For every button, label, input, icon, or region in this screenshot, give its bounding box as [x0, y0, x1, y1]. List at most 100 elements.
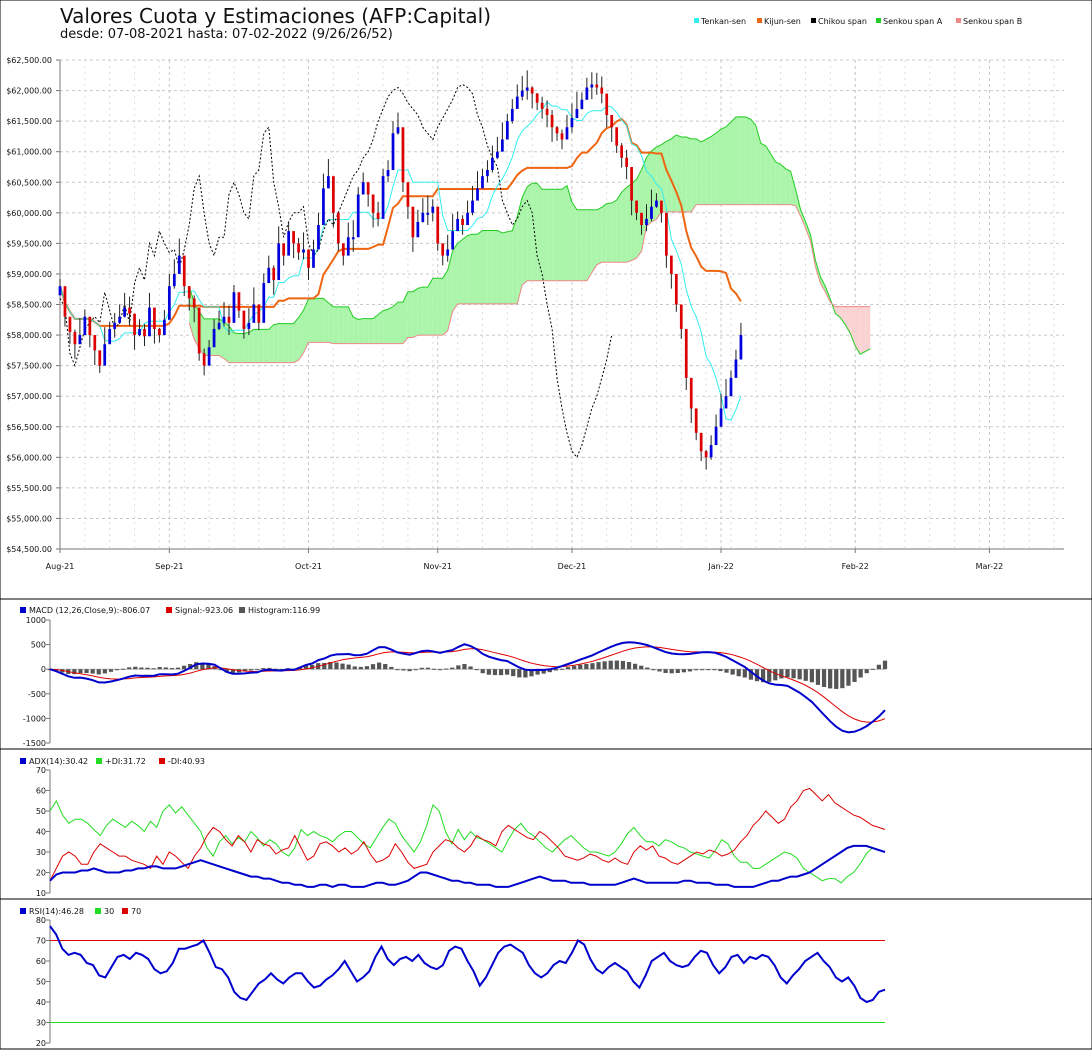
kumo-cloud-segment	[378, 310, 384, 344]
kumo-cloud-segment	[248, 329, 254, 363]
kumo-cloud-segment	[755, 125, 761, 205]
candle-body	[625, 157, 628, 167]
macd-histogram-bar	[803, 669, 808, 681]
macd-histogram-bar	[584, 663, 589, 670]
price-legend: Tenkan-sen Kijun-sen Chikou span Senkou spa…	[694, 17, 1022, 26]
kumo-cloud-segment	[522, 186, 528, 285]
candle-body	[103, 344, 107, 366]
candle-body	[98, 350, 102, 366]
candle-body	[610, 115, 614, 128]
rsi-line	[49, 925, 886, 1004]
kumo-cloud-segment	[308, 299, 314, 343]
macd-histogram-bar	[407, 669, 412, 672]
kumo-cloud-segment	[507, 230, 513, 304]
candle-body	[421, 212, 425, 222]
macd-histogram-bar	[620, 660, 626, 670]
macd-histogram-bar	[498, 669, 504, 676]
macd-histogram-bar	[651, 669, 656, 671]
candle-body	[714, 426, 718, 446]
x-tick-label: Feb-22	[842, 562, 869, 571]
macd-histogram-bar	[163, 667, 168, 670]
macd-histogram-bar	[608, 660, 613, 670]
candle-body	[63, 286, 67, 317]
candle-body	[192, 298, 196, 308]
legend-swatch	[956, 18, 961, 23]
macd-histogram-bar	[815, 669, 821, 685]
macd-histogram-bar	[419, 667, 424, 670]
candle-body	[287, 231, 291, 256]
senkou-span-a-line	[188, 116, 871, 355]
y-tick-label: 70	[36, 766, 46, 775]
candle-body	[660, 200, 663, 213]
candle-body	[227, 316, 231, 323]
candle-body	[426, 212, 430, 215]
candle-body	[655, 200, 658, 207]
macd-histogram-bar	[267, 667, 272, 670]
candle-body	[471, 200, 474, 213]
legend-swatch	[876, 18, 881, 23]
kumo-cloud-segment	[293, 317, 299, 363]
macd-histogram-bar	[383, 664, 388, 670]
kumo-cloud-segment	[760, 143, 766, 205]
macd-histogram-bar	[188, 663, 193, 670]
x-tick-label: Aug-21	[46, 562, 75, 571]
candle-body	[317, 225, 320, 250]
kumo-cloud-segment	[383, 309, 388, 344]
macd-histogram-bar	[492, 669, 498, 676]
kumo-cloud-segment	[621, 187, 627, 263]
kumo-cloud-segment	[487, 230, 493, 304]
kumo-cloud-segment	[562, 185, 567, 281]
macd-histogram-bar	[529, 669, 534, 677]
kumo-cloud-segment	[348, 306, 354, 344]
candle-body	[118, 316, 122, 323]
candle-body	[302, 249, 305, 253]
candle-body	[416, 221, 420, 238]
macd-histogram-bar	[779, 669, 784, 679]
candle-body	[381, 176, 385, 219]
y-tick-label: $59,500.00	[6, 239, 52, 248]
kumo-cloud-segment	[273, 323, 279, 363]
candle-body	[496, 151, 499, 158]
macd-histogram-bar	[352, 666, 357, 670]
candle-body	[719, 408, 723, 427]
candle-body	[128, 307, 131, 314]
kumo-cloud-segment	[204, 318, 210, 356]
macd-histogram-bar	[553, 669, 558, 671]
kumo-cloud-segment	[835, 306, 841, 318]
macd-histogram-bar	[882, 660, 888, 670]
candle-body	[312, 249, 315, 268]
candle-body	[232, 292, 236, 323]
kumo-cloud-segment	[770, 154, 776, 205]
macd-histogram-bar	[828, 669, 833, 689]
candle-body	[630, 166, 633, 201]
x-tick-label: Nov-21	[424, 562, 452, 571]
kumo-cloud-segment	[442, 270, 448, 336]
macd-histogram-bar	[303, 665, 309, 670]
macd-histogram-bar	[151, 668, 156, 670]
macd-histogram-bar	[846, 669, 851, 686]
y-tick-label: $59,000.00	[6, 270, 52, 279]
macd-histogram-bar	[718, 669, 723, 672]
macd-histogram-bar	[639, 665, 644, 670]
candle-body	[545, 108, 549, 116]
kumo-cloud-segment	[492, 230, 498, 304]
candle-body	[565, 127, 569, 140]
macd-histogram-bar	[370, 664, 376, 670]
candle-body	[580, 99, 584, 109]
candle-body	[391, 133, 395, 171]
macd-histogram-bar	[760, 669, 766, 683]
macd-histogram-bar	[681, 669, 686, 673]
candle-body	[73, 332, 77, 345]
macd-histogram-bar	[852, 669, 857, 682]
y-tick-label: 40	[36, 828, 46, 837]
macd-histogram-bar	[121, 668, 126, 670]
y-tick-label: 60	[36, 957, 46, 966]
legend-label: 70	[131, 907, 141, 916]
legend-label: -DI:40.93	[168, 757, 205, 766]
kumo-cloud-segment	[790, 171, 796, 206]
candle-body	[570, 118, 574, 128]
candle-body	[515, 96, 519, 109]
legend-label: Chikou span	[818, 17, 867, 26]
kumo-cloud-segment	[581, 209, 587, 281]
